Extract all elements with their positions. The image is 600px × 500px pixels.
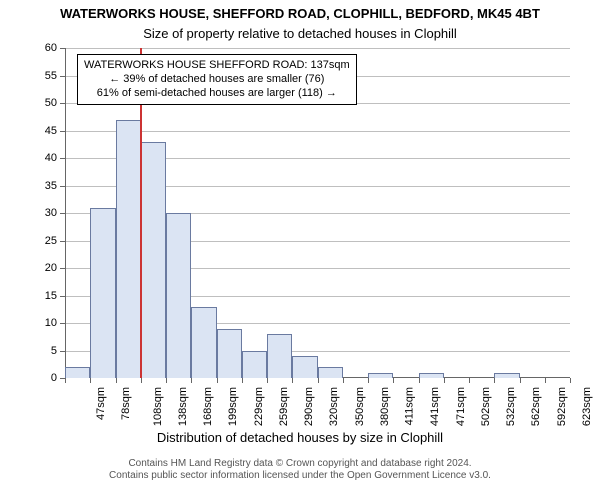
xtick-mark [141,378,142,383]
xtick-mark [242,378,243,383]
ytick-label: 40 [27,152,57,164]
xtick-mark [292,378,293,383]
ytick-label: 5 [27,345,57,357]
ytick-label: 50 [27,97,57,109]
annotation-line-2: ← 39% of detached houses are smaller (76… [84,73,350,87]
xtick-mark [520,378,521,383]
xtick-mark [318,378,319,383]
xtick-mark [65,378,66,383]
ytick-label: 25 [27,235,57,247]
xtick-mark [116,378,117,383]
ytick-label: 30 [27,207,57,219]
xtick-mark [570,378,571,383]
title-sub: Size of property relative to detached ho… [0,26,600,41]
xtick-mark [545,378,546,383]
ytick-label: 10 [27,317,57,329]
xtick-label: 78sqm [120,387,132,420]
xtick-label: 290sqm [303,387,315,426]
histogram-bar [318,367,343,378]
histogram-bar [368,373,393,379]
histogram-bar [65,367,90,378]
histogram-bar [90,208,115,379]
xtick-mark [368,378,369,383]
xtick-mark [469,378,470,383]
annotation-box: WATERWORKS HOUSE SHEFFORD ROAD: 137sqm← … [77,54,357,105]
y-axis-line [65,48,66,378]
xtick-label: 623sqm [581,387,593,426]
histogram-bar [419,373,444,379]
histogram-bar [141,142,166,379]
credits-line-1: Contains HM Land Registry data © Crown c… [0,458,600,470]
xtick-mark [166,378,167,383]
xtick-label: 350sqm [354,387,366,426]
credits-line-2: Contains public sector information licen… [0,470,600,482]
plot-area: 05101520253035404550556047sqm78sqm108sqm… [65,48,570,378]
ytick-label: 0 [27,372,57,384]
ytick-label: 20 [27,262,57,274]
xtick-label: 532sqm [505,387,517,426]
xtick-label: 47sqm [95,387,107,420]
xtick-label: 199sqm [227,387,239,426]
xtick-mark [393,378,394,383]
ytick-label: 15 [27,290,57,302]
histogram-bar [267,334,292,378]
xtick-mark [217,378,218,383]
xtick-label: 411sqm [403,387,415,425]
x-axis-label: Distribution of detached houses by size … [0,430,600,445]
ytick-label: 60 [27,42,57,54]
ytick-label: 55 [27,70,57,82]
xtick-label: 259sqm [278,387,290,426]
ytick-label: 35 [27,180,57,192]
xtick-label: 380sqm [379,387,391,426]
xtick-mark [494,378,495,383]
xtick-label: 320sqm [328,387,340,426]
xtick-label: 592sqm [556,387,568,426]
histogram-bar [191,307,216,379]
xtick-mark [444,378,445,383]
xtick-label: 168sqm [202,387,214,426]
xtick-label: 138sqm [177,387,189,426]
histogram-bar [217,329,242,379]
annotation-line-3: 61% of semi-detached houses are larger (… [84,87,350,101]
xtick-label: 562sqm [530,387,542,426]
credits: Contains HM Land Registry data © Crown c… [0,458,600,482]
xtick-label: 441sqm [429,387,441,426]
title-main: WATERWORKS HOUSE, SHEFFORD ROAD, CLOPHIL… [0,6,600,21]
histogram-bar [292,356,317,378]
histogram-bar [494,373,519,379]
histogram-bar [116,120,141,379]
histogram-bar [166,213,191,378]
xtick-label: 502sqm [480,387,492,426]
xtick-label: 229sqm [253,387,265,426]
ytick-label: 45 [27,125,57,137]
xtick-mark [191,378,192,383]
xtick-mark [267,378,268,383]
annotation-line-1: WATERWORKS HOUSE SHEFFORD ROAD: 137sqm [84,59,350,73]
xtick-label: 471sqm [455,387,467,426]
xtick-mark [419,378,420,383]
chart-container: WATERWORKS HOUSE, SHEFFORD ROAD, CLOPHIL… [0,0,600,500]
histogram-bar [242,351,267,379]
xtick-label: 108sqm [152,387,164,426]
xtick-mark [343,378,344,383]
xtick-mark [90,378,91,383]
